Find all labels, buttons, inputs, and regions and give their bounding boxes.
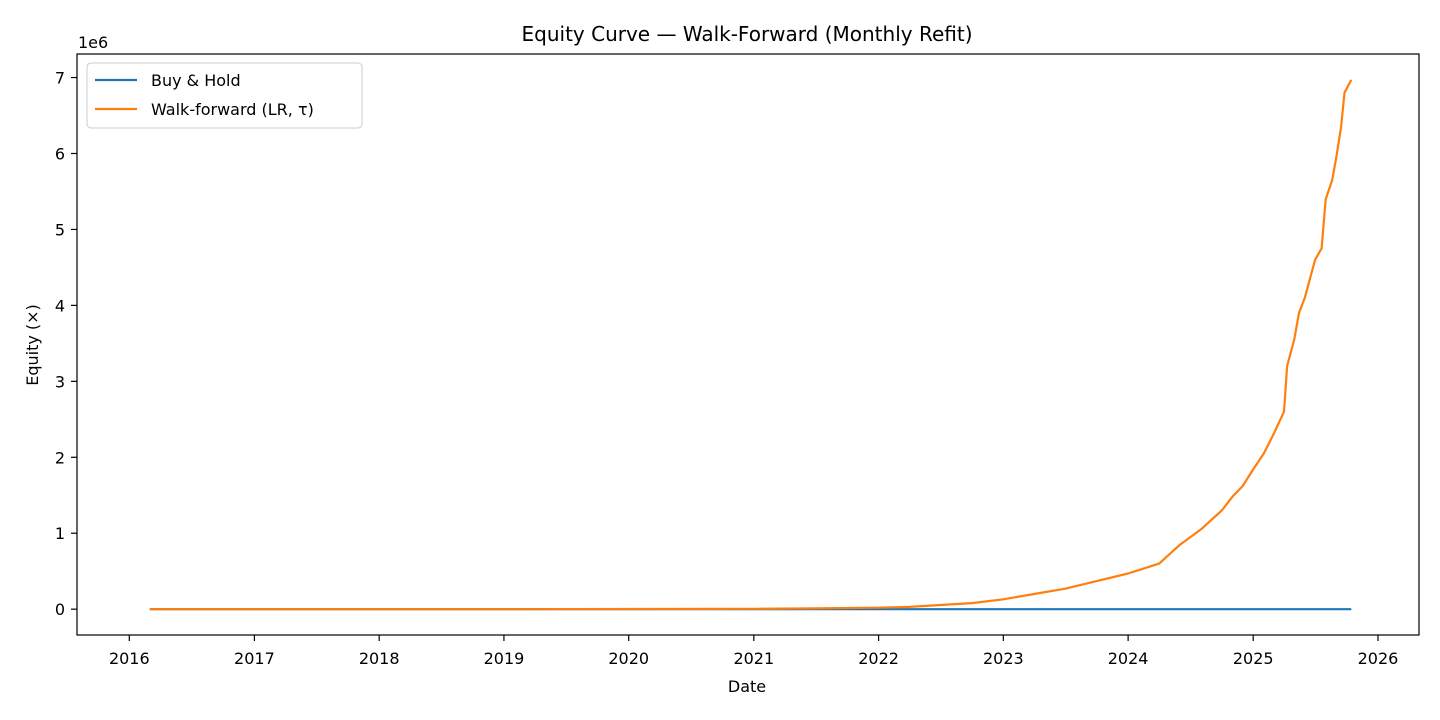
x-tick-label-3: 2019 bbox=[484, 649, 525, 668]
series-layer bbox=[149, 79, 1353, 611]
y-offset-label: 1e6 bbox=[78, 33, 108, 52]
x-tick-label-0: 2016 bbox=[109, 649, 150, 668]
plot-frame bbox=[76, 53, 1420, 636]
x-tick-label-5: 2021 bbox=[733, 649, 774, 668]
y-tick-label-4: 4 bbox=[55, 296, 65, 315]
x-tick-label-2: 2018 bbox=[359, 649, 400, 668]
y-tick-label-2: 2 bbox=[55, 448, 65, 467]
y-tick-label-3: 3 bbox=[55, 372, 65, 391]
x-tick-label-10: 2026 bbox=[1358, 649, 1399, 668]
y-tick-label-6: 6 bbox=[55, 144, 65, 163]
y-tick-label-1: 1 bbox=[55, 524, 65, 543]
chart-title: Equity Curve — Walk-Forward (Monthly Ref… bbox=[522, 22, 973, 46]
legend-label-buy-hold: Buy & Hold bbox=[151, 71, 241, 90]
x-tick-label-8: 2024 bbox=[1108, 649, 1149, 668]
legend: Buy & Hold Walk-forward (LR, τ) bbox=[86, 62, 363, 129]
x-tick-label-9: 2025 bbox=[1233, 649, 1274, 668]
legend-box bbox=[86, 62, 363, 129]
x-tick-label-7: 2023 bbox=[983, 649, 1024, 668]
y-axis-label: Equity (×) bbox=[23, 304, 42, 386]
y-tick-label-5: 5 bbox=[55, 220, 65, 239]
legend-label-walk-forward: Walk-forward (LR, τ) bbox=[151, 100, 314, 119]
y-tick-label-7: 7 bbox=[55, 69, 65, 88]
x-tick-label-4: 2020 bbox=[608, 649, 649, 668]
x-tick-label-6: 2022 bbox=[858, 649, 899, 668]
y-axis-ticks: 0 1 2 3 4 5 6 7 bbox=[55, 69, 77, 619]
x-axis-ticks: 2016 2017 2018 2019 2020 2021 2022 2023 2024 2025… bbox=[109, 635, 1398, 668]
series-line-1 bbox=[149, 79, 1353, 611]
y-tick-label-0: 0 bbox=[55, 600, 65, 619]
x-tick-label-1: 2017 bbox=[234, 649, 275, 668]
x-axis-label: Date bbox=[728, 677, 766, 696]
